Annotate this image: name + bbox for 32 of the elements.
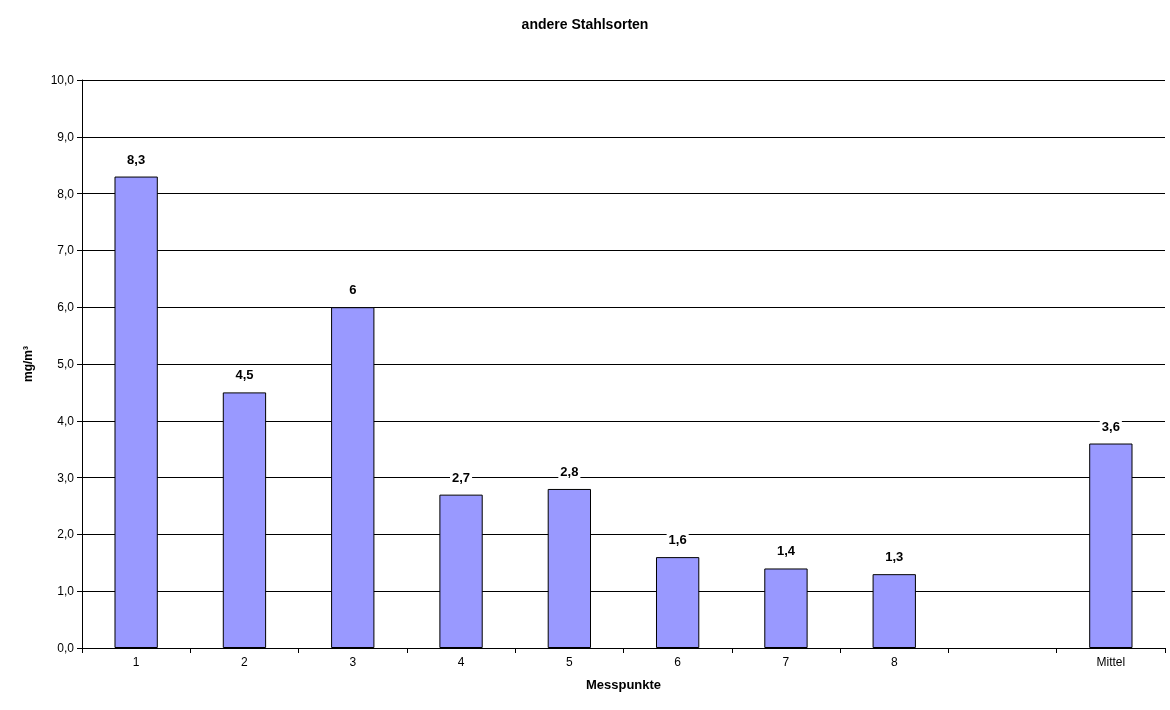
data-label: 3,6	[1101, 418, 1120, 434]
data-label: 1,3	[885, 549, 904, 565]
y-tick-label: 2,0	[57, 527, 75, 542]
x-tick-label: Mittel	[1096, 655, 1126, 669]
data-label: 6	[349, 282, 357, 298]
x-tick-label: 7	[782, 655, 790, 669]
x-tick-label: 8	[890, 655, 898, 669]
y-tick-label: 9,0	[57, 129, 75, 144]
y-tick-label: 7,0	[57, 243, 75, 258]
x-tick-label: 3	[349, 655, 357, 669]
y-tick-label: 10,0	[50, 73, 75, 87]
data-label: 1,6	[668, 532, 687, 548]
x-tick-label: 5	[566, 655, 574, 669]
y-tick-label: 5,0	[57, 357, 75, 371]
data-label: 2,8	[560, 463, 579, 479]
y-tick-label: 0,0	[57, 641, 75, 655]
data-label: 4,5	[235, 367, 254, 383]
x-axis-title: Messpunkte	[585, 677, 662, 692]
x-tick-label: 4	[457, 655, 465, 669]
data-label: 2,7	[452, 469, 471, 485]
y-tick-label: 3,0	[57, 470, 75, 485]
x-tick-label: 1	[132, 655, 140, 669]
y-tick-label: 1,0	[57, 584, 75, 599]
y-tick-label: 4,0	[57, 413, 75, 428]
data-label: 1,4	[776, 543, 796, 559]
y-axis-title: mg/m³	[21, 346, 35, 382]
y-tick-label: 8,0	[57, 186, 75, 201]
y-tick-label: 6,0	[57, 300, 75, 315]
x-tick-label: 6	[674, 655, 682, 669]
x-tick-label: 2	[241, 655, 249, 669]
data-label: 8,3	[127, 151, 146, 167]
chart-title: andere Stahlsorten	[521, 16, 649, 32]
